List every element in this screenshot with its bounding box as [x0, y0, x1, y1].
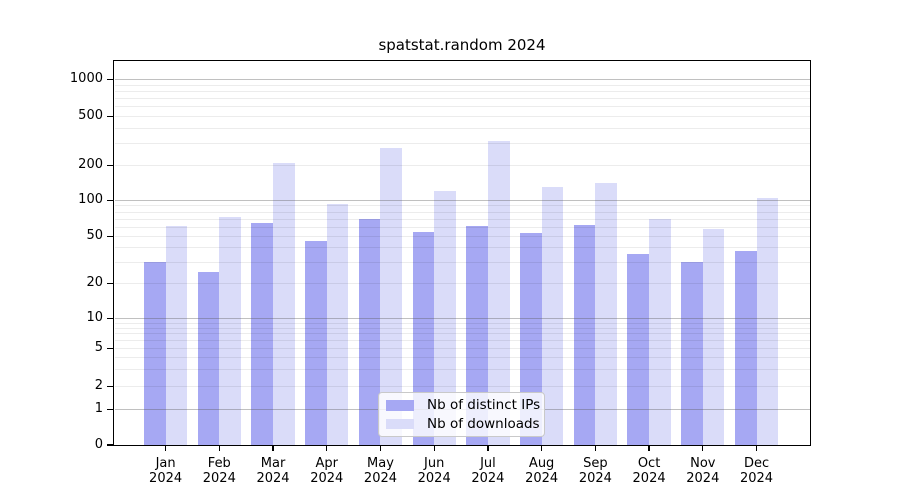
y-tick-label: 5 — [94, 340, 103, 355]
x-axis-tick — [165, 446, 167, 451]
bar-ips-nov — [681, 262, 703, 445]
x-axis-tick — [648, 446, 650, 451]
y-axis-tick — [107, 235, 113, 237]
bar-downloads-sep — [595, 183, 618, 445]
bar-downloads-feb — [219, 217, 241, 445]
x-axis-tick — [541, 446, 543, 451]
x-axis-tick — [272, 446, 274, 451]
x-axis-tick — [487, 446, 489, 451]
x-axis-tick — [702, 446, 704, 451]
bar-ips-feb — [197, 271, 220, 445]
bar-ips-apr — [305, 241, 327, 445]
x-tick-label: Sep 2024 — [578, 456, 612, 486]
x-tick-label: Jul 2024 — [471, 456, 505, 486]
y-axis-tick — [107, 444, 113, 446]
y-axis-tick — [107, 347, 113, 349]
bar-ips-jun — [412, 232, 435, 445]
x-axis-tick — [218, 446, 221, 451]
x-axis-tick — [755, 446, 758, 451]
x-tick-label: Dec 2024 — [739, 456, 774, 486]
bar-ips-aug — [519, 232, 542, 445]
bar-ips-mar — [251, 223, 274, 445]
bar-downloads-jan — [165, 225, 188, 445]
bar-ips-may — [358, 219, 381, 445]
y-tick-label: 50 — [86, 228, 103, 243]
y-axis-tick — [107, 164, 113, 166]
x-axis-tick — [594, 446, 597, 451]
y-tick-label: 20 — [86, 275, 103, 290]
bar-downloads-jun — [434, 190, 456, 445]
chart-title: spatstat.random 2024 — [378, 36, 546, 54]
bar-ips-jul — [466, 225, 488, 445]
x-tick-label: Aug 2024 — [525, 456, 559, 486]
bar-ips-oct — [627, 254, 650, 445]
y-tick-label: 0 — [94, 436, 103, 452]
legend-swatch — [386, 400, 414, 411]
x-tick-label: May 2024 — [363, 456, 398, 486]
legend-label: Nb of distinct IPs — [427, 397, 541, 414]
x-axis-tick — [379, 446, 382, 451]
bar-ips-sep — [573, 224, 596, 445]
y-tick-label: 200 — [78, 157, 103, 172]
y-tick-label: 1000 — [69, 71, 103, 86]
y-axis-tick — [107, 317, 113, 319]
bar-ips-dec — [734, 251, 757, 445]
y-axis-tick — [107, 78, 113, 80]
x-axis-tick — [326, 446, 328, 451]
y-tick-label: 500 — [78, 108, 103, 123]
legend-swatch — [386, 418, 414, 429]
y-axis-tick — [107, 408, 113, 410]
bar-downloads-apr — [326, 203, 349, 445]
y-tick-label: 10 — [86, 310, 103, 325]
x-tick-label: Jun 2024 — [417, 456, 451, 486]
y-axis-tick — [107, 385, 113, 387]
bar-downloads-aug — [541, 186, 564, 445]
y-axis-tick — [107, 115, 113, 117]
y-tick-label: 2 — [94, 378, 103, 393]
y-tick-label: 1 — [94, 401, 103, 416]
bar-downloads-mar — [273, 162, 295, 445]
x-tick-label: Jan 2024 — [149, 456, 183, 486]
bar-downloads-oct — [649, 219, 671, 445]
legend-item-downloads: Nb of downloads — [379, 416, 544, 432]
bar-ips-jan — [143, 262, 166, 445]
bar-downloads-may — [380, 147, 403, 445]
bar-downloads-jul — [487, 141, 510, 445]
y-tick-label: 100 — [78, 192, 103, 207]
legend: Nb of distinct IPs Nb of downloads — [378, 392, 545, 437]
legend-item-distinct-ips: Nb of distinct IPs — [379, 397, 544, 413]
legend-label: Nb of downloads — [427, 415, 540, 432]
x-axis-tick — [433, 446, 435, 451]
y-axis-tick — [107, 199, 113, 201]
x-tick-label: Apr 2024 — [310, 456, 344, 486]
x-tick-label: Mar 2024 — [256, 456, 290, 486]
x-tick-label: Feb 2024 — [202, 456, 236, 486]
bar-downloads-dec — [756, 198, 779, 445]
bar-downloads-nov — [702, 229, 725, 445]
y-axis-tick — [107, 282, 113, 284]
x-tick-label: Nov 2024 — [686, 456, 720, 486]
x-tick-label: Oct 2024 — [632, 456, 666, 486]
